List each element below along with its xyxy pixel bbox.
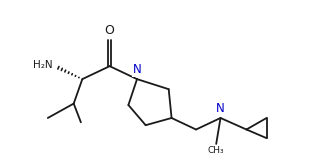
Text: N: N bbox=[216, 102, 225, 115]
Text: H₂N: H₂N bbox=[33, 60, 53, 70]
Text: O: O bbox=[105, 24, 115, 37]
Text: N: N bbox=[133, 63, 141, 76]
Text: O: O bbox=[105, 25, 115, 38]
Text: N: N bbox=[216, 102, 225, 115]
Text: N: N bbox=[133, 63, 141, 76]
Text: CH₃: CH₃ bbox=[208, 146, 224, 155]
